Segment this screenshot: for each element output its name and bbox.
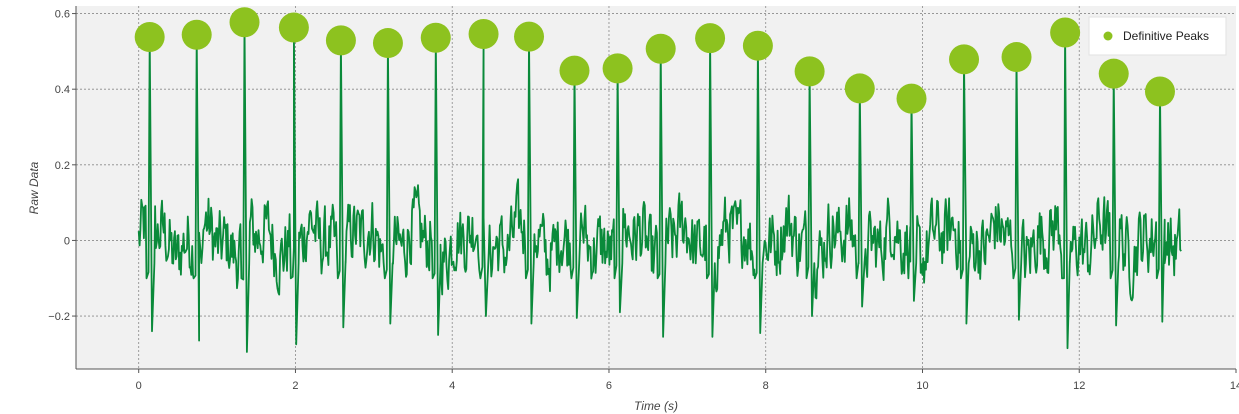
x-tick-label: 14 [1230,380,1239,392]
peak-marker [1144,76,1175,107]
peak-layer [134,7,1175,114]
x-axis-title: Time (s) [634,399,678,413]
tick-layer: 0 2 4 6 8 10 12 14 −0.2 0 0.2 0.4 0.6 [48,9,1239,392]
raw-signal-line [137,21,1182,353]
signal-layer [137,21,1182,353]
peak-marker [1098,58,1129,89]
legend-label: Definitive Peaks [1123,29,1209,43]
axes [75,6,1236,370]
peak-marker [181,19,212,50]
x-tick-label: 2 [292,380,298,392]
peak-marker [1050,17,1081,48]
y-tick-label: 0.6 [55,9,70,21]
legend: Definitive Peaks [1088,16,1227,56]
peak-marker [372,28,403,59]
plot-area [76,6,1236,369]
y-axis-title: Raw Data [27,161,41,214]
peak-marker [602,53,633,84]
x-tick-label: 4 [449,380,455,392]
y-tick-label: 0.2 [55,160,70,172]
peak-marker [949,44,980,75]
peak-marker [229,7,260,38]
peak-marker [559,55,590,86]
peak-marker [468,18,499,49]
peak-marker [742,30,773,61]
peak-marker [695,23,726,54]
x-tick-label: 10 [916,380,928,392]
peak-marker [278,12,309,43]
peak-marker [645,33,676,64]
x-tick-label: 8 [763,380,769,392]
peak-marker [514,21,545,52]
y-tick-label: 0 [64,235,70,247]
peak-marker [1001,42,1032,73]
peak-marker [134,22,165,53]
peak-marker [325,25,356,56]
peak-marker [420,22,451,53]
peak-marker [794,56,825,87]
peak-marker [844,73,875,104]
x-tick-label: 0 [136,380,142,392]
peak-marker [896,83,927,114]
y-tick-label: −0.2 [48,311,70,323]
x-tick-label: 6 [606,380,612,392]
x-tick-label: 12 [1073,380,1085,392]
y-tick-label: 0.4 [55,84,70,96]
legend-marker [1103,31,1113,41]
